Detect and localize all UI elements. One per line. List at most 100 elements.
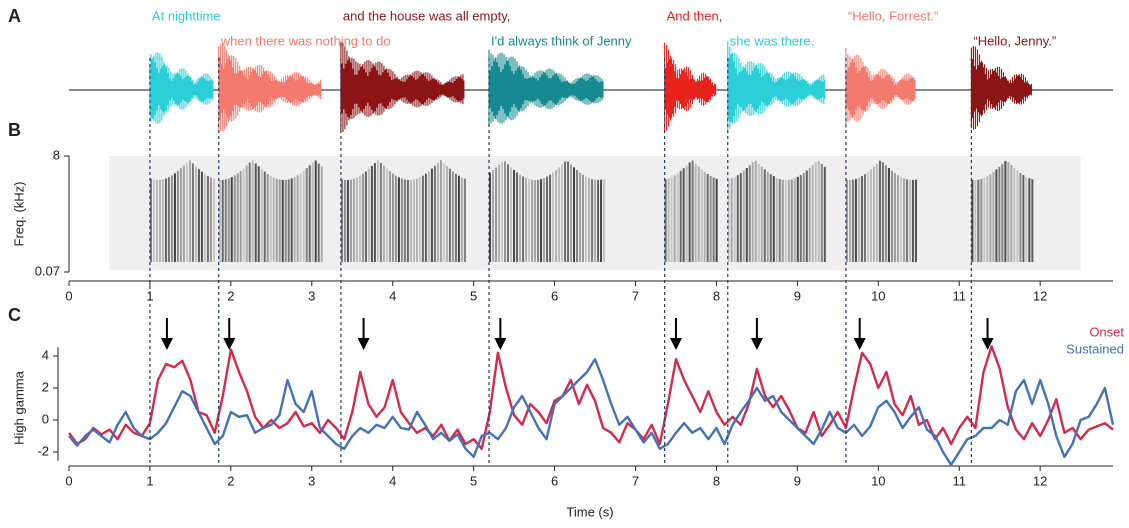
x-tick-label: 5 (470, 473, 477, 488)
spectrogram-stripe (245, 165, 248, 262)
spectrogram-stripe (361, 173, 364, 262)
spectrogram-stripe (543, 178, 546, 262)
spectrogram-stripe (179, 168, 182, 262)
spectrogram-stripe (1025, 176, 1028, 262)
spectrogram-stripe (890, 170, 893, 262)
spectrogram-stripe (206, 175, 209, 262)
spectrogram-stripe (412, 179, 415, 262)
waveform (664, 42, 717, 133)
spectrogram-stripe (269, 175, 272, 262)
waveform (340, 42, 465, 133)
spectrogram-stripe (694, 163, 697, 262)
spectrogram-stripe (445, 166, 448, 262)
spectrogram-stripe (230, 177, 233, 262)
spectrogram-stripe (866, 171, 869, 262)
arrow-head (853, 338, 866, 350)
x-tick-label: 8 (713, 288, 720, 303)
spectrogram-stripe (914, 179, 917, 262)
panel-label: C (8, 305, 21, 325)
x-tick-label: 2 (227, 473, 234, 488)
spectrogram-stripe (733, 176, 736, 262)
spectrogram-stripe (902, 178, 905, 262)
arrow-head (223, 338, 236, 350)
spectrogram-stripe (513, 169, 516, 262)
spectrogram-stripe (679, 170, 682, 262)
x-tick-label: 0 (65, 288, 72, 303)
spectrogram-stripe (667, 178, 670, 262)
spectrogram-stripe (597, 179, 600, 262)
spectrogram-stripe (778, 178, 781, 262)
arrow-head (494, 338, 507, 350)
x-tick-label: 12 (1033, 288, 1047, 303)
spectrogram-stripe (272, 177, 275, 262)
legend-label: Sustained (1066, 341, 1124, 356)
spectrogram-stripe (370, 165, 373, 262)
spectrogram-stripe (709, 175, 712, 262)
spectrogram-stripe (893, 173, 896, 262)
spectrogram-stripe (1031, 179, 1034, 262)
spectrogram-stripe (457, 175, 460, 262)
y-axis-label: High gamma (11, 370, 26, 444)
spectrogram-stripe (418, 177, 421, 262)
spectrogram-stripe (314, 160, 317, 262)
spectrogram-stripe (682, 168, 685, 262)
spectrogram-stripe (552, 172, 555, 262)
spectrogram-stripe (688, 162, 691, 262)
spectrogram-stripe (851, 179, 854, 262)
spectrogram-stripe (736, 175, 739, 262)
spectrogram-stripe (415, 178, 418, 262)
spectrogram-stripe (995, 169, 998, 262)
spectrogram-stripe (433, 165, 436, 262)
spectrogram-stripe (802, 172, 805, 262)
spectrogram-stripe (507, 164, 510, 262)
spectrogram-stripe (739, 173, 742, 262)
spectrogram-stripe (594, 179, 597, 262)
spectrogram-stripe (1016, 170, 1019, 262)
spectrogram-stripe (164, 178, 167, 262)
spectrogram-stripe (854, 178, 857, 262)
spectrogram-stripe (391, 173, 394, 262)
spectrogram-stripe (266, 173, 269, 262)
spectrogram-stripe (857, 177, 860, 262)
spectrogram-stripe (317, 163, 320, 262)
spectrogram-stripe (845, 179, 848, 262)
spectrogram-stripe (848, 179, 851, 262)
spectrogram-stripe (799, 175, 802, 262)
spectrogram-stripe (763, 169, 766, 262)
waveform (218, 44, 322, 132)
spectrogram-stripe (424, 173, 427, 262)
spectrogram-stripe (376, 160, 379, 262)
y-tick-label: -2 (37, 443, 49, 458)
spectrogram-stripe (382, 165, 385, 262)
series-line (68, 345, 1114, 450)
spectrogram-stripe (495, 167, 498, 262)
spectrogram-stripe (519, 174, 522, 262)
x-tick-label: 4 (389, 288, 396, 303)
spectrogram-stripe (881, 162, 884, 262)
spectrogram-stripe (263, 171, 266, 262)
spectrogram-stripe (974, 179, 977, 262)
spectrogram-stripe (971, 179, 974, 262)
spectrogram-stripe (442, 163, 445, 262)
spectrogram-stripe (727, 179, 730, 262)
phrase-label: and the house was all empty, (343, 8, 510, 23)
spectrogram-stripe (911, 179, 914, 262)
x-tick-label: 7 (632, 288, 639, 303)
spectrogram-stripe (564, 161, 567, 262)
x-tick-label: 12 (1033, 473, 1047, 488)
spectrogram-stripe (769, 174, 772, 262)
phrase-label: when there was nothing to do (220, 33, 391, 48)
spectrogram-stripe (504, 161, 507, 262)
x-tick-label: 6 (551, 288, 558, 303)
spectrogram-stripe (603, 179, 606, 262)
spectrogram-stripe (284, 179, 287, 262)
x-tick-label: 1 (146, 288, 153, 303)
spectrogram-stripe (176, 170, 179, 262)
spectrogram-stripe (697, 166, 700, 262)
spectrogram-stripe (534, 179, 537, 262)
x-tick-label: 3 (308, 473, 315, 488)
spectrogram-stripe (742, 170, 745, 262)
spectrogram-stripe (549, 174, 552, 262)
spectrogram-stripe (355, 177, 358, 262)
